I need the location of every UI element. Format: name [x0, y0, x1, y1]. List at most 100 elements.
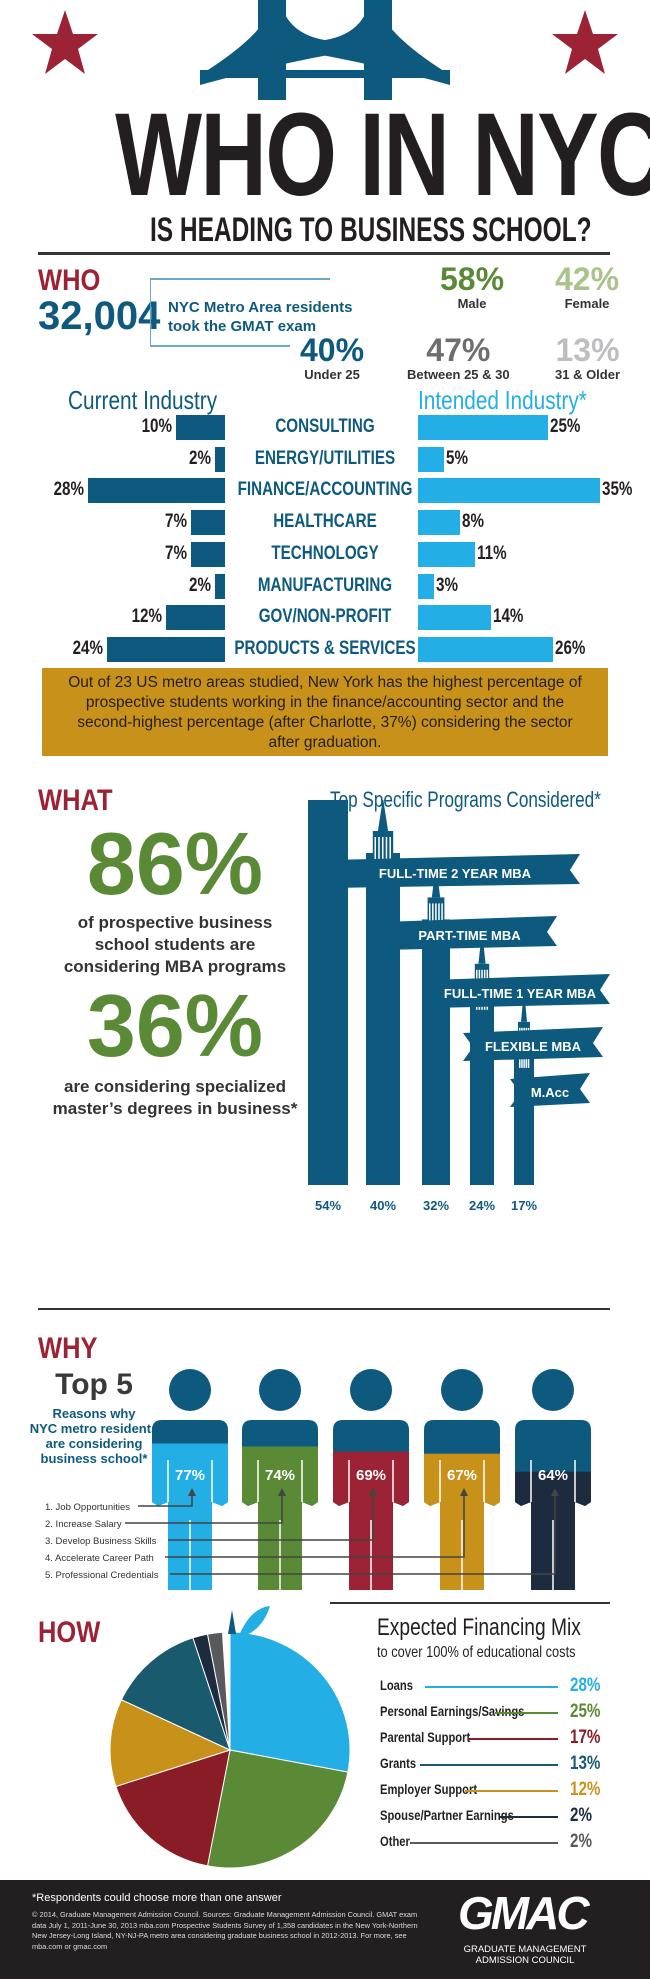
industry-label: TECHNOLOGY — [271, 542, 379, 564]
intended-industry-value: 14% — [492, 606, 524, 628]
leader-line — [465, 1790, 558, 1792]
industry-label: HEALTHCARE — [273, 511, 377, 533]
current-industry-value: 2% — [189, 574, 212, 596]
financing-value: 25% — [570, 1701, 601, 1722]
specialized-text: are considering specialized — [63, 1077, 287, 1096]
logo-subtitle: GRADUATE MANAGEMENT — [463, 1944, 587, 1955]
financing-row: Spouse/Partner Earnings 2% — [380, 1805, 630, 1827]
reason-label: 5. Professional Credentials — [45, 1570, 159, 1581]
mba-text: of prospective business — [77, 913, 273, 932]
programs-title: Top Specific Programs Considered* — [330, 787, 601, 812]
financing-value: 13% — [570, 1753, 601, 1774]
intended-industry-value: 26% — [555, 637, 586, 659]
current-industry-value: 24% — [72, 637, 104, 659]
industry-label: ENERGY/UTILITIES — [254, 447, 396, 469]
intended-industry-bar — [418, 573, 434, 599]
arrow-icon — [369, 1488, 377, 1496]
why-subtitle: are considering — [45, 1436, 143, 1451]
industry-label: FINANCE/ACCOUNTING — [237, 479, 413, 501]
mba-text: considering MBA programs — [63, 957, 287, 976]
program-value: 24% — [469, 1198, 495, 1213]
current-industry-bar — [87, 478, 225, 504]
mba-pct: 86% — [86, 814, 264, 913]
financing-subtitle: to cover 100% of educational costs — [377, 1644, 576, 1661]
why-subtitle: business school* — [40, 1451, 148, 1466]
section-header-how: HOW — [38, 1616, 101, 1649]
program-banner — [382, 916, 557, 950]
industry-label: MANUFACTURING — [257, 574, 393, 596]
reason-label: 4. Accelerate Career Path — [45, 1553, 154, 1564]
specialized-text: master’s degrees in business* — [52, 1099, 298, 1118]
reason-value: 77% — [175, 1467, 205, 1484]
reason-label: 3. Develop Business Skills — [45, 1536, 157, 1547]
stat-label: Male — [457, 296, 487, 311]
footnote: *Respondents could choose more than one … — [32, 1892, 282, 1904]
specialized-pct: 36% — [86, 976, 264, 1075]
program-banner — [463, 1027, 603, 1061]
intended-industry-value: 35% — [602, 479, 633, 501]
current-industry-value: 7% — [164, 511, 187, 533]
industry-label: CONSULTING — [275, 416, 375, 437]
why-subtitle: NYC metro residents — [29, 1421, 159, 1436]
program-banner — [430, 974, 610, 1008]
reason-arrow — [165, 1492, 465, 1558]
current-industry-bar — [190, 541, 225, 567]
reason-arrow — [125, 1492, 283, 1524]
gender-stat: 42% Female — [555, 262, 619, 311]
intended-industry-bar — [418, 415, 548, 440]
program-value: 32% — [423, 1198, 449, 1213]
leader-line — [410, 1842, 558, 1844]
section-header-why: WHY — [38, 1332, 98, 1365]
apple-stem-icon — [228, 1610, 236, 1634]
pie-slice — [229, 1631, 351, 1773]
stat-label: 31 & Older — [555, 367, 621, 382]
gender-stat: 58% Male — [440, 262, 504, 311]
financing-row: Employer Support 12% — [380, 1779, 630, 1801]
current-industry-value: 2% — [189, 447, 212, 469]
stat-pct: 58% — [440, 261, 505, 297]
divider — [330, 1602, 610, 1604]
pie-slice — [120, 1637, 231, 1751]
reason-value: 74% — [265, 1467, 295, 1484]
building-bar — [366, 800, 400, 1185]
program-value: 54% — [315, 1198, 341, 1213]
count-label: took the GMAT exam — [168, 318, 317, 335]
financing-label: Grants — [380, 1755, 417, 1771]
star-icon — [552, 10, 618, 74]
leader-line — [500, 1816, 558, 1818]
intended-industry-value: 25% — [550, 416, 581, 437]
bracket-line — [150, 278, 330, 280]
pie-slice — [206, 1749, 349, 1869]
pie-slice — [115, 1749, 231, 1867]
stat-label: Female — [564, 296, 610, 311]
intended-industry-bar — [418, 510, 460, 536]
apple-leaf-icon — [238, 1606, 270, 1638]
leader-line — [495, 1712, 558, 1714]
financing-row: Loans 28% — [380, 1675, 630, 1697]
reason-label: 1. Job Opportunities — [45, 1502, 130, 1513]
industry-note: Out of 23 US metro areas studied, New Yo… — [42, 668, 608, 756]
header-graphic — [32, 0, 618, 100]
current-industry-bar — [166, 605, 225, 631]
current-industry-bar — [190, 510, 225, 536]
reason-arrow — [170, 1492, 556, 1575]
current-industry-value: 28% — [53, 479, 84, 501]
current-industry-value: 12% — [131, 606, 163, 628]
program-banner — [330, 854, 580, 888]
current-industry-bar — [215, 573, 225, 599]
logo-subtitle: ADMISSION COUNCIL — [475, 1955, 575, 1966]
gmac-logo: GMAC — [458, 1887, 590, 1939]
count-label: NYC Metro Area residents — [168, 299, 353, 316]
current-industry-value: 7% — [164, 542, 187, 564]
stat-pct: 13% — [555, 332, 620, 368]
divider — [38, 1308, 610, 1310]
program-value: 40% — [370, 1198, 396, 1213]
financing-label: Personal Earnings/Savings — [380, 1703, 525, 1719]
stat-pct: 42% — [555, 261, 620, 297]
mba-text: school students are — [94, 935, 256, 954]
intended-industry-value: 3% — [435, 574, 458, 596]
programs-chart: 54% 40% 32% 24% 17% FULL-TIME 2 YEAR MBA PART-… — [308, 800, 610, 1213]
intended-industry-bar — [418, 446, 444, 472]
why-subtitle: Reasons why — [52, 1406, 136, 1421]
intended-industry-bar — [418, 478, 600, 504]
